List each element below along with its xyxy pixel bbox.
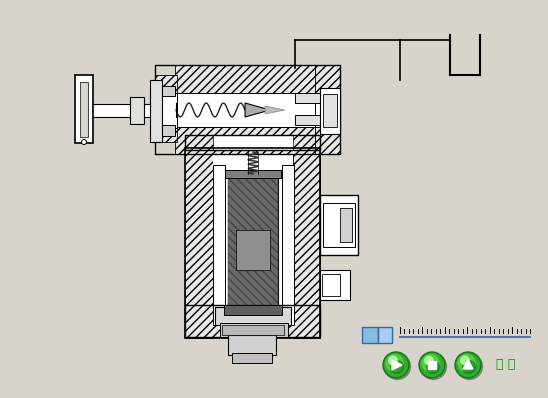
Bar bbox=[150, 80, 162, 142]
Bar bbox=[155, 125, 175, 136]
Bar bbox=[228, 175, 278, 305]
Bar bbox=[213, 148, 293, 338]
Bar bbox=[185, 305, 320, 337]
Circle shape bbox=[82, 140, 87, 144]
Bar bbox=[236, 230, 270, 270]
Circle shape bbox=[456, 353, 482, 380]
Circle shape bbox=[426, 361, 439, 373]
Bar bbox=[155, 75, 177, 93]
Bar bbox=[155, 93, 177, 128]
Bar bbox=[428, 361, 436, 369]
Polygon shape bbox=[392, 360, 402, 370]
Bar bbox=[80, 82, 88, 137]
Circle shape bbox=[425, 356, 433, 365]
Bar bbox=[320, 270, 350, 300]
Circle shape bbox=[383, 352, 409, 378]
Circle shape bbox=[419, 352, 445, 378]
Bar bbox=[322, 274, 340, 296]
Bar bbox=[220, 323, 288, 337]
Text: 返 回: 返 回 bbox=[496, 359, 515, 371]
Bar bbox=[155, 128, 177, 142]
Bar bbox=[155, 86, 175, 96]
Circle shape bbox=[391, 361, 403, 373]
Bar bbox=[320, 270, 350, 300]
Bar bbox=[315, 127, 340, 154]
Circle shape bbox=[456, 353, 480, 377]
Circle shape bbox=[385, 353, 408, 377]
Bar bbox=[90, 104, 150, 117]
Bar bbox=[185, 135, 320, 150]
Bar bbox=[175, 93, 315, 127]
Bar bbox=[320, 195, 358, 255]
Circle shape bbox=[455, 352, 481, 378]
Circle shape bbox=[385, 353, 410, 380]
Bar bbox=[215, 307, 291, 325]
Bar bbox=[232, 353, 272, 363]
Circle shape bbox=[389, 356, 397, 365]
Polygon shape bbox=[265, 106, 285, 114]
Bar bbox=[222, 325, 284, 335]
Bar bbox=[315, 93, 340, 127]
Circle shape bbox=[461, 356, 469, 365]
Polygon shape bbox=[245, 103, 270, 117]
Bar bbox=[362, 327, 378, 343]
Bar bbox=[295, 93, 320, 103]
Bar bbox=[155, 65, 340, 154]
Circle shape bbox=[420, 353, 447, 380]
Bar bbox=[320, 195, 358, 255]
Bar bbox=[175, 127, 315, 154]
Bar bbox=[213, 135, 293, 150]
Bar bbox=[323, 94, 337, 127]
Bar bbox=[213, 165, 225, 325]
Bar bbox=[315, 65, 340, 93]
Bar bbox=[225, 170, 281, 178]
Bar bbox=[228, 335, 276, 355]
Circle shape bbox=[422, 355, 439, 371]
Bar bbox=[323, 203, 355, 247]
Circle shape bbox=[420, 353, 443, 377]
Bar bbox=[75, 75, 93, 143]
Circle shape bbox=[463, 361, 476, 373]
Bar bbox=[185, 305, 320, 337]
Bar bbox=[185, 148, 320, 338]
Bar bbox=[378, 327, 392, 343]
Bar bbox=[340, 208, 352, 242]
Bar bbox=[185, 135, 320, 150]
Bar bbox=[213, 307, 293, 322]
Circle shape bbox=[386, 355, 403, 371]
Bar bbox=[282, 165, 294, 325]
Bar bbox=[130, 97, 144, 124]
Bar bbox=[293, 148, 320, 338]
Bar bbox=[295, 115, 320, 125]
Bar bbox=[185, 148, 213, 338]
Polygon shape bbox=[463, 360, 473, 369]
Circle shape bbox=[458, 355, 475, 371]
Bar bbox=[228, 175, 278, 305]
Bar bbox=[224, 305, 282, 315]
Bar bbox=[175, 65, 315, 93]
Bar bbox=[320, 88, 340, 134]
